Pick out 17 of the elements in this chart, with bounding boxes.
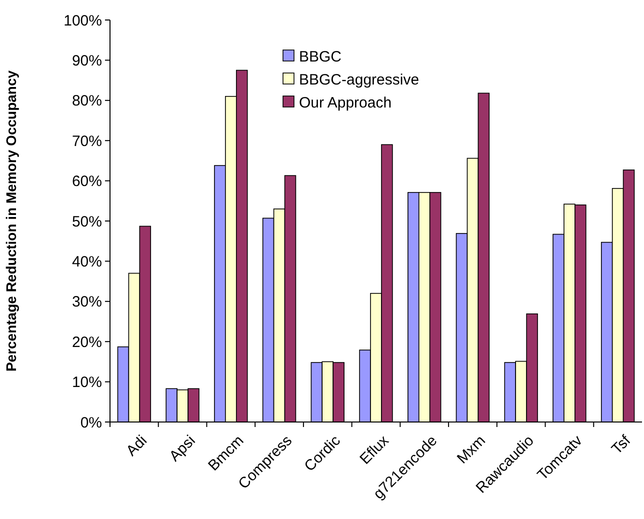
y-tick-label: 80% <box>72 92 102 110</box>
legend-label: BBGC-aggressive <box>299 71 420 88</box>
y-tick-label: 50% <box>72 213 102 230</box>
legend-label: Our Approach <box>299 94 392 112</box>
y-tick-label: 10% <box>72 374 102 392</box>
y-tick-label: 0% <box>80 414 102 432</box>
y-axis-title: Percentage Reduction in Memory Occupancy <box>3 70 19 372</box>
y-tick-label: 40% <box>72 253 102 270</box>
x-tick-label: Adi <box>123 432 150 460</box>
y-tick-label: 60% <box>72 173 102 190</box>
y-tick-label: 30% <box>72 294 102 311</box>
legend-label: BBGC <box>299 48 342 66</box>
y-tick-label: 20% <box>72 334 102 351</box>
y-tick-label: 70% <box>72 132 102 150</box>
y-tick-label: 100% <box>64 12 102 30</box>
x-tick-label: Tsf <box>608 432 635 458</box>
y-tick-label: 90% <box>72 52 102 70</box>
